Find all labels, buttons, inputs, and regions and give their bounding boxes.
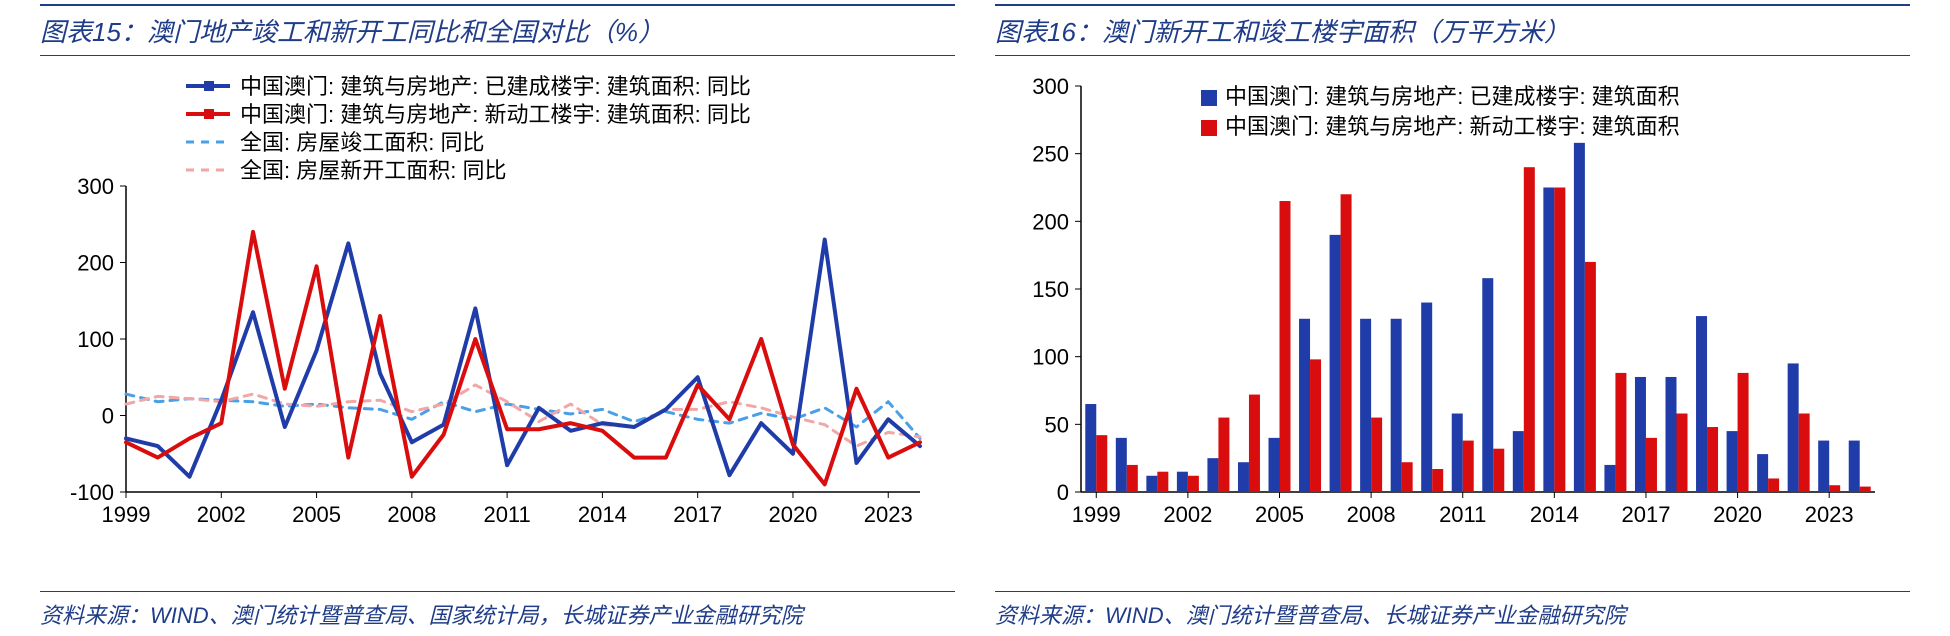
chart-area-right: 中国澳门: 建筑与房地产: 已建成楼宇: 建筑面积中国澳门: 建筑与房地产: 新… [995, 66, 1910, 589]
svg-text:100: 100 [77, 327, 114, 352]
svg-text:0: 0 [102, 404, 114, 429]
title-prefix: 图表15： [40, 17, 147, 47]
title-rule-top [40, 4, 955, 6]
svg-text:300: 300 [1032, 74, 1069, 99]
svg-text:2014: 2014 [578, 502, 627, 527]
svg-text:2002: 2002 [197, 502, 246, 527]
title-rule-top [995, 4, 1910, 6]
svg-text:全国: 房屋竣工面积: 同比: 全国: 房屋竣工面积: 同比 [240, 130, 484, 155]
svg-text:0: 0 [1057, 480, 1069, 505]
svg-text:300: 300 [77, 174, 114, 199]
source-left: 资料来源：WIND、澳门统计暨普查局、国家统计局，长城证券产业金融研究院 [40, 592, 955, 632]
svg-text:2020: 2020 [1713, 502, 1762, 527]
svg-text:中国澳门: 建筑与房地产: 新动工楼宇: 建筑面积: 同比: 中国澳门: 建筑与房地产: 新动工楼宇: 建筑面积: 同比 [240, 102, 751, 127]
bar-chart: 中国澳门: 建筑与房地产: 已建成楼宇: 建筑面积中国澳门: 建筑与房地产: 新… [995, 66, 1895, 536]
svg-text:2008: 2008 [387, 502, 436, 527]
svg-text:中国澳门: 建筑与房地产: 新动工楼宇: 建筑面积: 中国澳门: 建筑与房地产: 新动工楼宇: 建筑面积 [1225, 114, 1680, 139]
chart-title-right: 图表16：澳门新开工和竣工楼宇面积（万平方米） [995, 8, 1910, 56]
svg-text:250: 250 [1032, 142, 1069, 167]
svg-text:2023: 2023 [1805, 502, 1854, 527]
line-chart: 中国澳门: 建筑与房地产: 已建成楼宇: 建筑面积: 同比中国澳门: 建筑与房地… [40, 66, 940, 536]
svg-text:2011: 2011 [1439, 502, 1486, 527]
svg-text:2008: 2008 [1347, 502, 1396, 527]
svg-text:中国澳门: 建筑与房地产: 已建成楼宇: 建筑面积: 同比: 中国澳门: 建筑与房地产: 已建成楼宇: 建筑面积: 同比 [240, 74, 751, 99]
svg-text:200: 200 [77, 251, 114, 276]
svg-text:100: 100 [1032, 345, 1069, 370]
svg-text:2011: 2011 [483, 502, 530, 527]
svg-text:2017: 2017 [1621, 502, 1670, 527]
svg-text:2005: 2005 [1255, 502, 1304, 527]
svg-text:2002: 2002 [1163, 502, 1212, 527]
panel-right: 图表16：澳门新开工和竣工楼宇面积（万平方米） 中国澳门: 建筑与房地产: 已建… [975, 4, 1930, 632]
title-text: 澳门地产竣工和新开工同比和全国对比（%） [147, 17, 664, 47]
title-text: 澳门新开工和竣工楼宇面积（万平方米） [1102, 17, 1570, 47]
svg-text:2020: 2020 [768, 502, 817, 527]
svg-text:50: 50 [1045, 412, 1069, 437]
panel-left: 图表15：澳门地产竣工和新开工同比和全国对比（%） 中国澳门: 建筑与房地产: … [20, 4, 975, 632]
svg-text:2014: 2014 [1530, 502, 1579, 527]
svg-text:2017: 2017 [673, 502, 722, 527]
page: 图表15：澳门地产竣工和新开工同比和全国对比（%） 中国澳门: 建筑与房地产: … [0, 0, 1950, 636]
title-prefix: 图表16： [995, 17, 1102, 47]
svg-text:2005: 2005 [292, 502, 341, 527]
chart-title-left: 图表15：澳门地产竣工和新开工同比和全国对比（%） [40, 8, 955, 56]
chart-area-left: 中国澳门: 建筑与房地产: 已建成楼宇: 建筑面积: 同比中国澳门: 建筑与房地… [40, 66, 955, 589]
svg-text:1999: 1999 [102, 502, 151, 527]
svg-text:200: 200 [1032, 209, 1069, 234]
source-right: 资料来源：WIND、澳门统计暨普查局、长城证券产业金融研究院 [995, 592, 1910, 632]
svg-text:1999: 1999 [1072, 502, 1121, 527]
svg-text:中国澳门: 建筑与房地产: 已建成楼宇: 建筑面积: 中国澳门: 建筑与房地产: 已建成楼宇: 建筑面积 [1225, 84, 1680, 109]
svg-text:150: 150 [1032, 277, 1069, 302]
svg-text:2023: 2023 [864, 502, 913, 527]
svg-text:全国: 房屋新开工面积: 同比: 全国: 房屋新开工面积: 同比 [240, 158, 506, 183]
